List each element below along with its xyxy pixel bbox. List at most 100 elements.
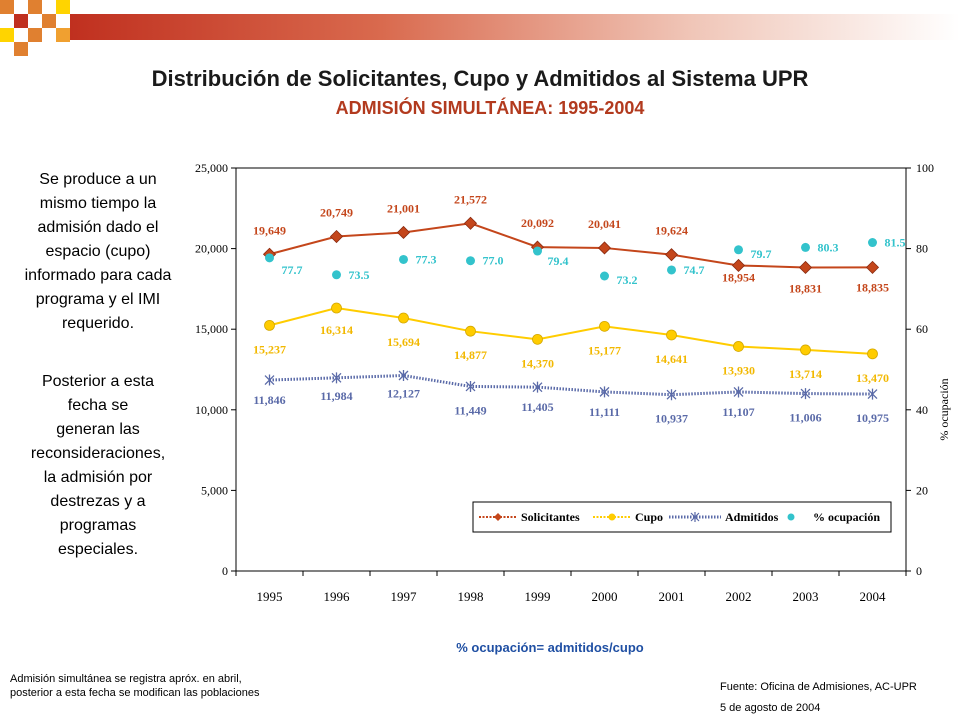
cupo-data-label: 15,237 [253, 342, 286, 356]
y-right-tick-label: 60 [916, 322, 928, 336]
cupo-point [398, 312, 409, 324]
ocupacion-data-label: 73.5 [349, 268, 370, 282]
y-right-tick-label: 0 [916, 564, 922, 578]
solicitantes-data-label: 19,624 [655, 224, 688, 238]
decor-square [56, 0, 70, 14]
page-title: Distribución de Solicitantes, Cupo y Adm… [151, 66, 809, 91]
ocupacion-data-label: 79.7 [751, 247, 772, 261]
side-text-line: admisión dado el [37, 219, 159, 236]
y-left-tick-label: 15,000 [195, 322, 228, 336]
admitidos-point [532, 381, 543, 393]
x-tick-label: 2004 [860, 589, 887, 604]
y-left-tick-label: 5,000 [201, 483, 228, 497]
solicitantes-point [664, 248, 679, 262]
ocupacion-point [801, 242, 810, 252]
cupo-point [733, 341, 744, 352]
decor-square [28, 28, 42, 42]
y-right-tick-label: 80 [916, 242, 928, 256]
ocupacion-point [667, 265, 676, 275]
admitidos-data-label: 11,846 [253, 393, 285, 407]
side-text-line: especiales. [57, 541, 139, 558]
legend-marker-ocupacion [787, 513, 795, 521]
cupo-data-label: 13,470 [856, 371, 889, 385]
ocupacion-point [466, 256, 475, 266]
admitidos-point [465, 380, 476, 392]
ocupacion-point [265, 253, 274, 263]
ocupacion-point [533, 246, 542, 256]
legend-label-admitidos: Admitidos [725, 510, 779, 524]
x-tick-label: 2001 [659, 589, 685, 604]
cupo-point [264, 319, 275, 331]
solicitantes-point [597, 241, 612, 255]
side-text-line: generan las [56, 421, 140, 438]
side-text-block-2: Posterior a esta fecha se generan las re… [0, 370, 196, 562]
solicitantes-point [396, 225, 411, 240]
legend-label-ocupacion: % ocupación [813, 510, 880, 524]
decor-square [56, 28, 70, 42]
admitidos-data-label: 11,006 [789, 411, 821, 425]
cupo-data-label: 14,877 [454, 348, 487, 362]
ocupacion-point [399, 254, 408, 264]
series-line-cupo [269, 306, 873, 355]
y-left-tick-label: 20,000 [195, 242, 228, 256]
side-text-block-1: Se produce a un mismo tiempo la admisión… [0, 168, 196, 336]
ocupacion-data-label: 80.3 [818, 240, 839, 254]
admitidos-point [264, 374, 275, 386]
side-text-line: mismo tiempo la [39, 195, 157, 212]
admitidos-point [398, 370, 409, 382]
admitidos-point [331, 372, 342, 384]
solicitantes-data-label: 20,092 [521, 216, 554, 230]
legend-label-solicitantes: Solicitantes [521, 510, 580, 524]
ocupacion-data-label: 77.0 [483, 254, 504, 268]
cupo-data-label: 13,930 [722, 363, 755, 377]
decor-square [14, 42, 28, 56]
formula-caption: % ocupación= admitidos/cupo [456, 640, 644, 655]
cupo-data-label: 14,641 [655, 352, 688, 366]
solicitantes-point [731, 258, 746, 273]
x-tick-label: 1995 [257, 589, 283, 604]
source-date: 5 de agosto de 2004 [720, 702, 821, 714]
side-text-line: reconsideraciones, [30, 445, 166, 462]
header-gradient-bar [70, 14, 960, 40]
x-tick-label: 2002 [726, 589, 752, 604]
cupo-point [800, 344, 811, 356]
y-right-axis-label: % ocupación [937, 378, 951, 440]
x-tick-label: 1999 [525, 589, 551, 604]
x-tick-label: 2003 [793, 589, 819, 604]
admitidos-point [599, 386, 610, 398]
footnote-line: posterior a esta fecha se modifican las … [10, 687, 260, 699]
ocupacion-data-label: 81.5 [885, 236, 906, 250]
cupo-data-label: 13,714 [789, 367, 822, 381]
cupo-data-label: 16,314 [320, 323, 353, 337]
cupo-data-label: 15,177 [588, 343, 621, 357]
ocupacion-point [868, 238, 877, 248]
cupo-point [331, 302, 342, 314]
decor-square [42, 14, 56, 28]
side-text-line: Se produce a un [39, 171, 157, 188]
admitidos-point [800, 388, 811, 400]
cupo-point [867, 348, 878, 360]
decor-square [0, 28, 14, 42]
solicitantes-data-label: 19,649 [253, 223, 286, 237]
x-tick-label: 1997 [391, 589, 418, 604]
ocupacion-data-label: 77.3 [416, 252, 437, 266]
side-text-line: programas [59, 517, 137, 534]
decor-square [14, 14, 28, 28]
solicitantes-point [463, 216, 478, 230]
admitidos-data-label: 10,937 [655, 412, 688, 426]
admitidos-point [666, 389, 677, 401]
solicitantes-data-label: 20,041 [588, 217, 621, 231]
admitidos-data-label: 12,127 [387, 387, 420, 401]
solicitantes-data-label: 21,572 [454, 192, 487, 206]
legend-marker-admitidos [690, 512, 700, 522]
side-text-line: fecha se [67, 397, 129, 414]
ocupacion-data-label: 74.7 [684, 263, 705, 277]
side-text-line: requerido. [61, 315, 135, 332]
ocupacion-point [600, 271, 609, 281]
footnote-line: Admisión simultánea se registra apróx. e… [10, 673, 242, 685]
y-right-tick-label: 100 [916, 161, 934, 175]
y-right-tick-label: 40 [916, 403, 928, 417]
solicitantes-point [798, 260, 813, 275]
x-tick-label: 1996 [324, 589, 351, 604]
legend-label-cupo: Cupo [635, 510, 663, 524]
